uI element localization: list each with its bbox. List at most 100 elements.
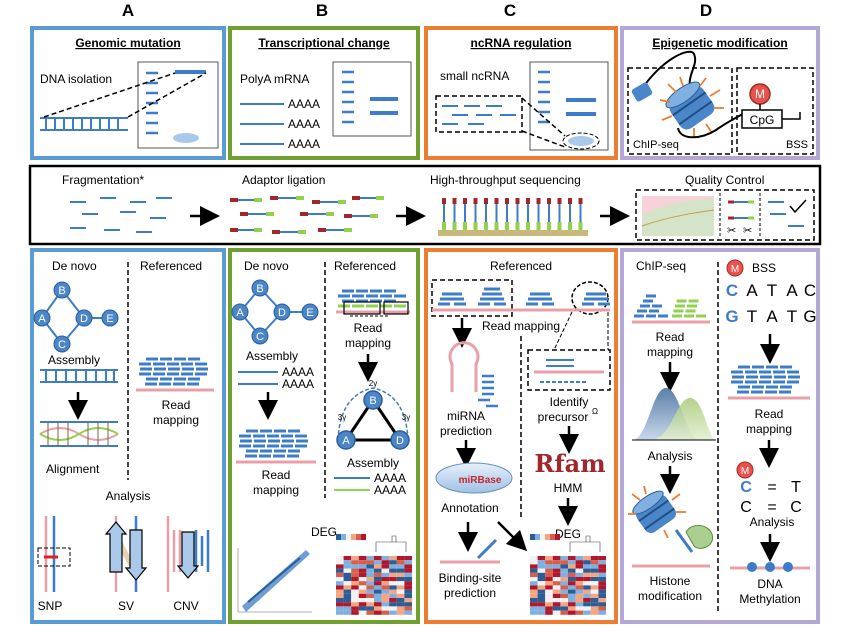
- dendrogram: [569, 535, 601, 552]
- heatmap-cell: [590, 568, 599, 573]
- heatmap-cell: [537, 589, 546, 594]
- gel-icon: [332, 61, 412, 137]
- heatmap-cell: [583, 572, 591, 577]
- heatmap-cell: [343, 602, 352, 607]
- heatmap-cell: [590, 598, 599, 603]
- heatmap-cell: [545, 610, 553, 615]
- heatmap-cell: [396, 610, 405, 615]
- heatmap-cell: [545, 589, 553, 594]
- heatmap-cell: [568, 581, 576, 586]
- snp-icon: [37, 516, 71, 592]
- heatmap-cell: [396, 572, 405, 577]
- heatmap-cell: [552, 598, 561, 603]
- heatmap-cell: [381, 585, 390, 590]
- mirbase-text: miRBase: [459, 475, 502, 486]
- panel-b-analysis: De novo Referenced A B C D E Assembly AA…: [228, 248, 420, 624]
- heatmap-cell: [374, 568, 382, 573]
- heatmap-cell: [336, 593, 344, 598]
- heatmap-cell: [358, 593, 367, 598]
- heatmap-cell: [389, 572, 397, 577]
- heatmap-cell: [396, 585, 405, 590]
- heatmap-cell: [358, 572, 367, 577]
- heatmap-cell: [351, 610, 359, 615]
- histone-modification-label: modification: [638, 589, 702, 603]
- heatmap-cell: [537, 593, 546, 598]
- heatmap-cell: [381, 610, 390, 615]
- heatmap-cell: [343, 564, 352, 569]
- read-mapping-label: Read: [755, 407, 784, 421]
- fragmentation-label: Fragmentation*: [62, 173, 144, 187]
- node-label: B: [256, 283, 263, 295]
- heatmap-cell: [560, 564, 568, 569]
- heatmap-cell: [366, 560, 374, 565]
- node-label: E: [306, 307, 313, 319]
- read-mapping-label: mapping: [647, 345, 693, 359]
- heatmap-cell: [336, 589, 344, 594]
- read-mapping-label: mapping: [746, 422, 792, 436]
- heatmap-cell: [404, 572, 412, 577]
- heatmap-cell: [598, 581, 606, 586]
- read-mapping-label: Read: [162, 398, 191, 412]
- heatmap-cell: [351, 564, 359, 569]
- histone-icon: [628, 485, 714, 568]
- nucleosome-icon: [631, 50, 747, 139]
- heatmap-cell: [568, 564, 576, 569]
- heatmap-cell: [552, 577, 561, 582]
- heatmap-cell: [598, 556, 606, 561]
- heatmap-cell: [583, 593, 591, 598]
- mirbase-logo: miRBase: [435, 462, 513, 494]
- node-label: E: [106, 313, 113, 325]
- heatmap-cell: [545, 572, 553, 577]
- heatmap-cell: [537, 556, 546, 561]
- heatmap-cell: [336, 564, 344, 569]
- flow-cell-icon: [438, 198, 588, 236]
- heatmap-cell: [537, 585, 546, 590]
- heatmap-cell: [575, 610, 584, 615]
- identify-precursor-label: Identify: [550, 395, 589, 409]
- identify-precursor-label: precursor: [538, 410, 589, 424]
- heatmap-cell: [552, 585, 561, 590]
- heatmap-cell: [598, 606, 606, 611]
- heatmap-cell: [358, 560, 367, 565]
- heatmap-cell: [336, 577, 344, 582]
- heatmap-cell: [336, 560, 344, 565]
- heatmap-cell: [358, 581, 367, 586]
- base: C: [740, 479, 752, 496]
- heatmap-cell: [590, 602, 599, 607]
- heatmap-cell: [590, 581, 599, 586]
- polya-tail: AAAA: [374, 471, 406, 485]
- heatmap-cell: [336, 598, 344, 603]
- heatmap-cell: [336, 568, 344, 573]
- heatmap-cell: [575, 606, 584, 611]
- heatmap-cell: [374, 602, 382, 607]
- de-bruijn-graph: A B C D E: [231, 279, 319, 345]
- heatmap-cell: [590, 556, 599, 561]
- panel-genomic-mutation: Genomic mutation DNA isolation: [30, 26, 226, 160]
- heatmap-cell: [404, 581, 412, 586]
- heatmap-cell: [590, 572, 599, 577]
- heatmap-cell: [389, 598, 397, 603]
- base: G: [725, 307, 738, 326]
- panel-transcriptional-change: Transcriptional change PolyA mRNA AAAA A…: [228, 26, 420, 160]
- heatmap-key-cell: [545, 534, 550, 540]
- heatmap-cell: [381, 568, 390, 573]
- heatmap-cell: [351, 556, 359, 561]
- fragments-icon: [70, 197, 172, 233]
- heatmap-cell: [389, 593, 397, 598]
- heatmap-cell: [389, 581, 397, 586]
- chip-seq-label: ChIP-seq: [636, 259, 686, 273]
- heatmap-cell: [560, 568, 568, 573]
- heatmap-cell: [343, 589, 352, 594]
- heatmap-key-cell: [356, 534, 361, 540]
- heatmap-cell: [389, 606, 397, 611]
- heatmap-cell: [568, 610, 576, 615]
- sequencing-label: High-throughput sequencing: [430, 173, 581, 187]
- heatmap-cell: [530, 598, 538, 603]
- heatmap-cell: [381, 564, 390, 569]
- heatmap-cell: [552, 572, 561, 577]
- heatmap-cell: [560, 560, 568, 565]
- heatmap-cell: [590, 585, 599, 590]
- heatmap-cell: [575, 593, 584, 598]
- heatmap-cell: [575, 572, 584, 577]
